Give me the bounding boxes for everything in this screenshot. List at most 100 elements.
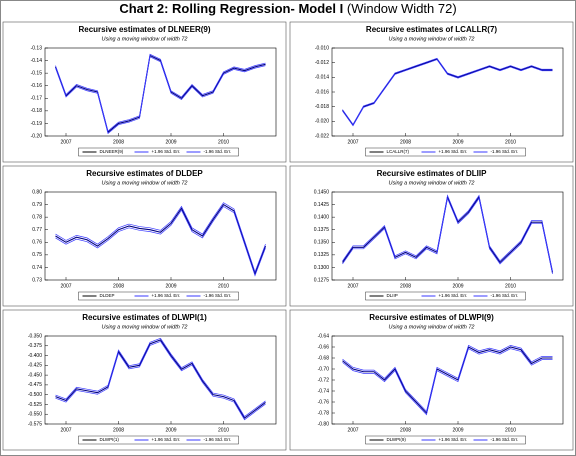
legend-label: LCALLR(7) [387,149,410,154]
y-tick-label: -0.500 [28,392,42,398]
y-tick-label: -0.76 [318,399,330,405]
x-tick-label: 2008 [400,139,411,145]
x-tick-label: 2008 [113,427,124,433]
y-tick-label: -0.74 [318,388,330,394]
x-tick-label: 2007 [60,427,71,433]
panel-border [289,21,574,163]
y-tick-label: 0.80 [32,189,42,195]
y-tick-label: -0.80 [318,421,330,427]
x-tick-label: 2010 [218,283,229,289]
y-tick-label: 0.76 [32,240,42,246]
y-tick-label: -0.375 [28,343,42,349]
y-tick-label: 0.1450 [314,189,330,195]
y-tick-label: -0.13 [31,45,43,51]
legend-label: DLIIP [387,293,398,298]
legend-label: -1.96 Std. Err. [491,437,519,442]
plot-frame [44,335,277,425]
y-tick-label: -0.16 [31,83,43,89]
panel-border [289,309,574,451]
y-tick-label: -0.66 [318,344,330,350]
panel-subtitle: Using a moving window of width 72 [102,324,188,330]
x-tick-label: 2007 [347,139,358,145]
series-line [342,197,553,275]
legend-label: +1.96 Std. Err. [152,293,181,298]
legend-label: -1.96 Std. Err. [204,149,232,154]
x-tick-label: 2010 [218,139,229,145]
y-tick-label: -0.19 [31,121,43,127]
series-line [342,344,553,413]
heading-title: Chart 2: Rolling Regression- Model I [119,1,343,16]
legend-box [78,147,239,157]
y-tick-label: 0.73 [32,277,42,283]
page-heading: Chart 2: Rolling Regression- Model I (Wi… [119,1,456,16]
legend-label: +1.96 Std. Err. [152,437,181,442]
legend-label: +1.96 Std. Err. [439,149,468,154]
series-line [55,203,267,276]
panel-title: Recursive estimates of DLWPI(1) [82,313,207,322]
y-tick-label: -0.475 [28,382,42,388]
series-line [55,339,266,419]
series-line [342,348,553,416]
series-line [55,341,266,421]
y-tick-label: -0.425 [28,363,42,369]
legend-label: +1.96 Std. Err. [439,293,468,298]
series-line [55,56,266,135]
y-tick-label: -0.014 [315,75,329,81]
legend-label: +1.96 Std. Err. [439,437,468,442]
panel-subtitle: Using a moving window of width 72 [102,180,188,186]
heading-note: (Window Width 72) [347,1,457,16]
series-line [342,194,553,272]
y-tick-label: 0.77 [32,227,42,233]
x-tick-label: 2009 [165,283,176,289]
legend-label: -1.96 Std. Err. [204,293,232,298]
y-tick-label: -0.350 [28,333,42,339]
legend-box [78,435,239,445]
y-tick-label: -0.016 [315,89,329,95]
y-tick-label: -0.012 [315,60,329,66]
y-tick-label: -0.64 [318,333,330,339]
y-tick-label: -0.018 [315,104,329,110]
y-tick-label: -0.010 [315,45,329,51]
panel-title: Recursive estimates of LCALLR(7) [366,25,497,34]
x-tick-label: 2009 [165,427,176,433]
plot-frame [44,47,277,137]
legend-label: -1.96 Std. Err. [204,437,232,442]
panel-title: Recursive estimates of DLIIP [377,169,487,178]
plot-frame [331,191,564,281]
y-tick-label: -0.15 [31,70,43,76]
y-tick-label: -0.78 [318,410,330,416]
x-tick-label: 2008 [113,283,124,289]
panel-border [2,165,287,307]
x-tick-label: 2008 [400,427,411,433]
legend-label: DLWPI(1) [100,437,120,442]
series-line [342,58,553,127]
y-tick-label: -0.020 [315,119,329,125]
y-tick-label: -0.14 [31,58,43,64]
y-tick-label: 0.74 [32,265,42,271]
series-line [55,202,266,273]
panel-title: Recursive estimates of DLWPI(9) [369,313,494,322]
y-tick-label: 0.1400 [314,214,330,220]
panel-subtitle: Using a moving window of width 72 [389,36,475,42]
series-line [342,346,553,415]
panel-border [2,21,287,163]
x-tick-label: 2010 [505,283,516,289]
series-line [55,337,266,418]
x-tick-label: 2007 [60,139,71,145]
y-tick-label: -0.18 [31,108,43,114]
legend-label: DLWPI(9) [387,437,407,442]
panel-subtitle: Using a moving window of width 72 [102,36,188,42]
x-tick-label: 2009 [452,427,463,433]
x-tick-label: 2010 [505,427,516,433]
series-line [342,59,553,127]
panel-title: Recursive estimates of DLDEP [86,169,203,178]
y-tick-label: -0.525 [28,402,42,408]
legend-label: DLDEP [100,293,115,298]
y-tick-label: -0.022 [315,133,329,139]
plot-frame [44,191,277,281]
y-tick-label: -0.68 [318,355,330,361]
y-tick-label: 0.1350 [314,240,330,246]
y-tick-label: -0.450 [28,372,42,378]
